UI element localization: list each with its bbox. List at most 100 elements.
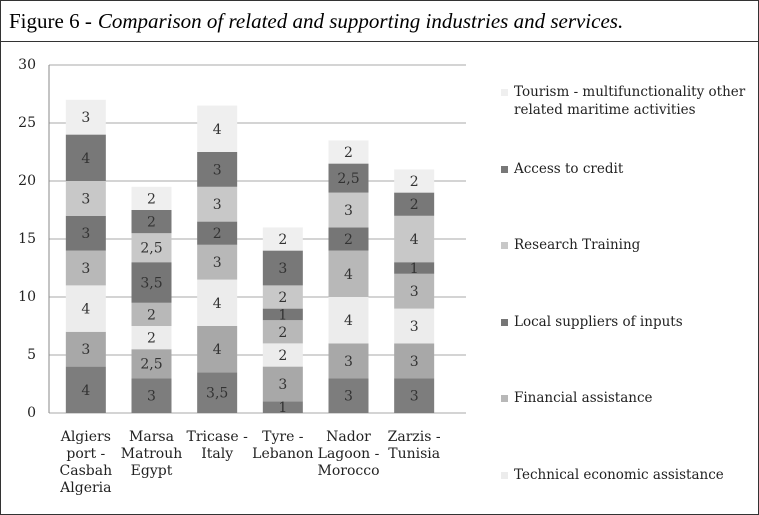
bar-segment <box>394 343 435 379</box>
x-tick-label-line: Tyre - <box>262 429 304 445</box>
x-tick-label: Marsa Matrouh Egypt <box>121 429 182 479</box>
data-label: 1 <box>278 307 287 323</box>
x-tick-label-line: Egypt <box>131 463 173 479</box>
y-tick-label: 10 <box>18 289 36 305</box>
bar-segment <box>65 250 106 286</box>
bar-segment <box>131 326 172 350</box>
legend-swatch <box>501 242 508 249</box>
bar-segment <box>394 262 435 274</box>
data-label: 4 <box>344 267 353 283</box>
data-label: 3 <box>278 261 287 277</box>
bar-segment <box>197 326 238 373</box>
legend-label: Local suppliers of inputs <box>514 313 683 330</box>
bar-segment <box>394 215 435 263</box>
data-label: 2 <box>278 232 287 248</box>
data-label: 2 <box>147 191 156 207</box>
x-tick-label: Tyre -Lebanon <box>252 429 313 462</box>
bar-segment <box>197 152 238 187</box>
x-tick-label-line: Marsa <box>129 429 174 445</box>
bar-segment <box>394 378 435 413</box>
data-label: 4 <box>81 302 90 318</box>
data-label: 3,5 <box>206 386 228 402</box>
x-tick-label: Tricase -Italy <box>186 429 248 462</box>
figure-header: Figure 6 - Comparison of related and supp… <box>1 1 758 42</box>
bar-segment <box>65 99 106 135</box>
data-label: 3 <box>410 354 419 370</box>
bar-segment <box>65 331 106 367</box>
legend-item: Local suppliers of inputs <box>501 313 746 331</box>
x-tick-label-line: Tricase - <box>186 429 248 445</box>
bar-segment <box>262 401 303 413</box>
data-label: 3,5 <box>140 276 162 292</box>
bar-segment <box>65 181 106 216</box>
legend-swatch <box>501 89 508 96</box>
data-label: 2,5 <box>337 171 359 187</box>
data-label: 4 <box>213 342 222 358</box>
y-tick-label: 5 <box>27 347 36 363</box>
data-label: 4 <box>213 296 222 312</box>
legend-item: Financial assistance <box>501 389 746 407</box>
bar-segment <box>262 366 303 402</box>
data-label: 3 <box>278 377 287 393</box>
data-label: 3 <box>344 389 353 405</box>
data-label: 2 <box>344 232 353 248</box>
x-tick-label-line: Casbah <box>60 463 113 479</box>
bar-segment <box>262 285 303 309</box>
x-tick-label-line: Zarzis - <box>388 429 441 445</box>
bar-segment <box>197 279 238 326</box>
bar-segment <box>131 210 172 234</box>
x-tick-label-line: Algiers <box>60 429 111 445</box>
data-label: 3 <box>213 162 222 178</box>
bar-segment <box>328 250 369 297</box>
data-label: 3 <box>81 261 90 277</box>
data-label: 4 <box>81 151 90 167</box>
x-tick-label-line: Lebanon <box>252 446 313 462</box>
bar-segment <box>131 233 172 263</box>
x-tick-label-line: Tunisia <box>388 446 440 462</box>
bar-segment <box>131 349 172 379</box>
data-label: 2 <box>278 290 287 306</box>
data-label: 2 <box>344 145 353 161</box>
bar-segment <box>262 250 303 286</box>
figure-label: Figure 6 - <box>9 9 92 33</box>
bar-segment <box>328 192 369 228</box>
x-tick-label: Algiers port -Casbah Algeria <box>59 429 112 496</box>
y-tick-label: 20 <box>18 173 36 189</box>
y-tick-label: 30 <box>18 57 36 73</box>
data-label: 2 <box>278 348 287 364</box>
data-label: 1 <box>278 400 287 416</box>
data-label: 2 <box>410 197 419 213</box>
bar-segment <box>394 308 435 344</box>
legend-label: Financial assistance <box>514 390 653 406</box>
bar-segment <box>197 186 238 222</box>
legend-item: Access to credit <box>501 160 746 178</box>
bar-segment <box>65 134 106 181</box>
bar-segment <box>131 186 172 210</box>
data-label: 3 <box>410 389 419 405</box>
x-tick-label-line: port - <box>66 446 105 462</box>
bar-segment <box>262 343 303 367</box>
x-tick-label-line: Lagoon - <box>318 446 380 462</box>
data-label: 1 <box>410 261 419 277</box>
y-tick-label: 0 <box>27 405 36 421</box>
legend-label: Tourism - multifunctionality other relat… <box>514 84 746 118</box>
bar-segment <box>328 378 369 413</box>
bar-segment <box>262 308 303 321</box>
x-tick-label-line: Matrouh <box>121 446 182 462</box>
y-tick-label: 25 <box>18 115 36 131</box>
data-label: 4 <box>410 232 419 248</box>
bar-segment <box>197 221 238 245</box>
data-label: 3 <box>81 226 90 242</box>
legend-label: Access to credit <box>514 160 624 177</box>
chart-title: Comparison of related and supporting ind… <box>97 9 624 33</box>
data-label: 3 <box>344 203 353 219</box>
legend-item: Technical economic assistance <box>501 466 746 484</box>
x-tick-label-line: Italy <box>201 446 233 462</box>
x-tick-label: Zarzis -Tunisia <box>388 429 441 462</box>
bar-segment <box>197 244 238 280</box>
data-label: 3 <box>213 255 222 271</box>
legend-label: Research Training <box>514 237 641 253</box>
x-tick-label-line: Nador <box>326 429 371 445</box>
